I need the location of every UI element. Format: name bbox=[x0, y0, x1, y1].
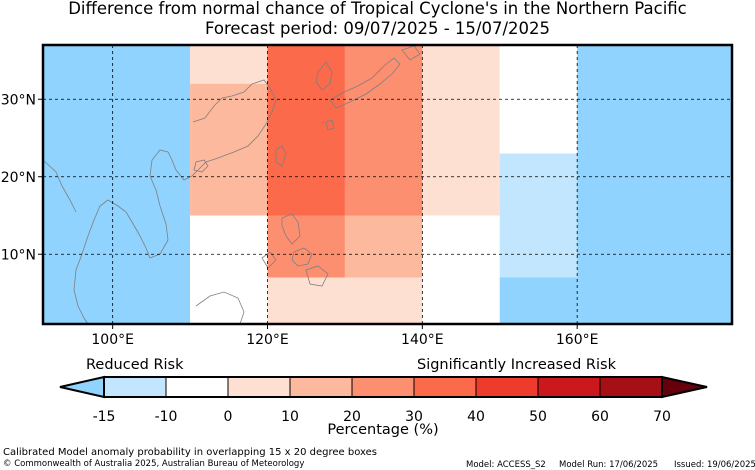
anomaly-cells bbox=[43, 45, 732, 324]
anomaly-cell bbox=[422, 45, 500, 216]
colorbar-tick-label: -15 bbox=[93, 409, 116, 425]
footer-copyright: © Commonwealth of Australia 2025, Austra… bbox=[3, 459, 305, 469]
anomaly-cell bbox=[499, 153, 578, 278]
colorbar-segment bbox=[351, 376, 415, 398]
map-frame bbox=[41, 43, 734, 326]
anomaly-cell bbox=[499, 277, 578, 324]
footer-note: Calibrated Model anomaly probability in … bbox=[3, 447, 378, 458]
colorbar-segment bbox=[475, 376, 539, 398]
anomaly-cell bbox=[190, 45, 268, 84]
graticule bbox=[43, 45, 732, 324]
colorbar-outline bbox=[103, 376, 663, 398]
lon-tick-label: 160°E bbox=[556, 332, 599, 348]
colorbar-segment bbox=[289, 376, 353, 398]
anomaly-cell bbox=[267, 45, 345, 216]
colorbar-segment bbox=[413, 376, 477, 398]
lon-tick-label: 100°E bbox=[91, 332, 134, 348]
lat-tick-label: 20°N bbox=[1, 170, 36, 186]
colorbar-segment bbox=[227, 376, 291, 398]
colorbar-tick-label: 70 bbox=[653, 409, 671, 425]
footer-model: Model: ACCESS_S2 bbox=[466, 460, 546, 470]
increased-risk-label: Significantly Increased Risk bbox=[417, 357, 616, 373]
latitude-labels: 30°N 20°N 10°N bbox=[1, 92, 43, 263]
anomaly-cell bbox=[43, 45, 191, 324]
map-title: Difference from normal chance of Tropica… bbox=[68, 0, 687, 18]
anomaly-cell bbox=[190, 215, 268, 324]
anomaly-cell bbox=[577, 45, 732, 324]
anomaly-cell bbox=[190, 83, 268, 216]
lon-tick-label: 140°E bbox=[401, 332, 444, 348]
colorbar-tick-label: 10 bbox=[281, 409, 299, 425]
reduced-risk-label: Reduced Risk bbox=[86, 357, 184, 373]
colorbar-segment bbox=[537, 376, 601, 398]
footer-issued: Issued: 19/06/2025 bbox=[674, 460, 755, 470]
colorbar-tick-label: 20 bbox=[343, 409, 361, 425]
anomaly-cell bbox=[344, 215, 423, 278]
footer-model-run: Model Run: 17/06/2025 bbox=[559, 460, 659, 470]
anomaly-cell bbox=[422, 215, 500, 324]
anomaly-cell bbox=[267, 215, 345, 278]
lat-tick-label: 30°N bbox=[1, 92, 36, 108]
colorbar-tick-label: 50 bbox=[529, 409, 547, 425]
colorbar-tick-label: -10 bbox=[155, 409, 178, 425]
colorbar-axis-label: Percentage (%) bbox=[327, 422, 439, 438]
colorbar: -15 -10 0 10 20 30 40 50 60 70 bbox=[59, 375, 708, 425]
colorbar-segment bbox=[165, 376, 229, 398]
anomaly-cell bbox=[499, 45, 578, 154]
colorbar-segment bbox=[103, 376, 167, 398]
anomaly-cell bbox=[267, 277, 423, 324]
colorbar-over-arrow bbox=[661, 375, 708, 399]
lat-tick-label: 10°N bbox=[1, 247, 36, 263]
longitude-labels: 100°E 120°E 140°E 160°E bbox=[91, 324, 598, 348]
colorbar-segment bbox=[599, 376, 663, 398]
colorbar-tick-label: 0 bbox=[224, 409, 233, 425]
lon-tick-label: 120°E bbox=[246, 332, 289, 348]
colorbar-tick-label: 30 bbox=[405, 409, 423, 425]
forecast-period: Forecast period: 09/07/2025 - 15/07/2025 bbox=[204, 19, 551, 38]
colorbar-under-arrow bbox=[59, 375, 105, 399]
anomaly-cell bbox=[344, 45, 423, 216]
colorbar-tick-label: 60 bbox=[591, 409, 609, 425]
colorbar-tick-label: 40 bbox=[467, 409, 485, 425]
coastlines bbox=[43, 45, 421, 324]
